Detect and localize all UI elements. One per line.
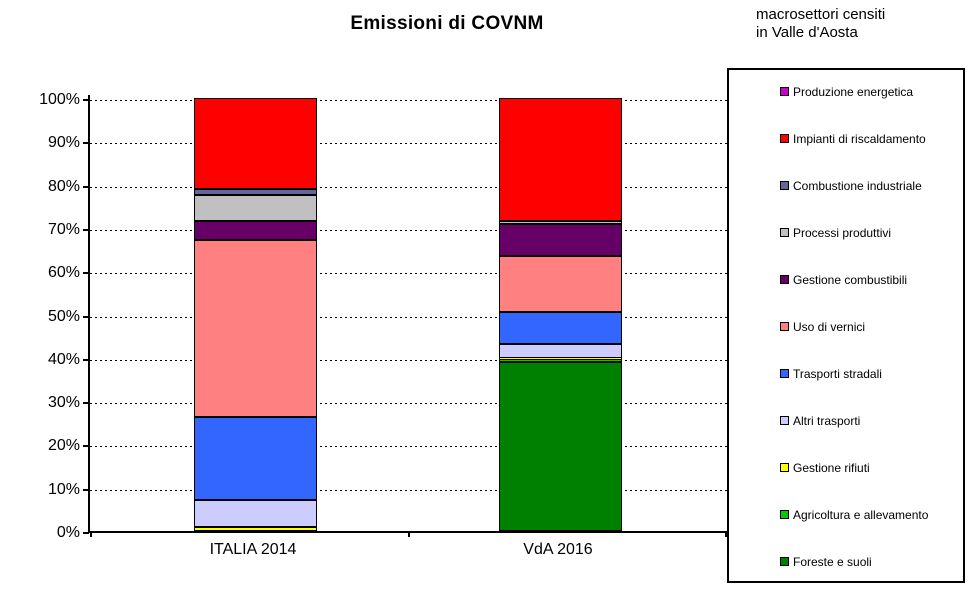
- legend-item-produzione-energetica: Produzione energetica: [780, 84, 959, 99]
- legend-item-foreste-e-suoli: Foreste e suoli: [780, 554, 959, 569]
- gridline-50pct: [90, 316, 727, 318]
- y-axis-label-20pct: 20%: [47, 437, 80, 455]
- legend-item-impianti-di-riscaldamento: Impianti di riscaldamento: [780, 131, 959, 146]
- plot-area: [83, 93, 727, 537]
- gridline-20pct: [90, 446, 727, 448]
- gridline-80pct: [90, 186, 727, 188]
- legend-swatch-agricoltura-e-allevamento: [780, 510, 789, 519]
- segment-uso-di-vernici: [499, 255, 622, 312]
- y-axis-tick-10pct: [83, 488, 89, 491]
- segment-foreste-e-suoli: [499, 362, 622, 531]
- y-axis-tick-30pct: [83, 402, 89, 405]
- segment-trasporti-stradali: [194, 417, 317, 500]
- gridline-90pct: [90, 143, 727, 145]
- y-axis-label-10pct: 10%: [47, 480, 80, 498]
- legend-swatch-impianti-di-riscaldamento: [780, 134, 789, 143]
- segment-gestione-combustibili: [194, 220, 317, 240]
- chart-title: Emissioni di COVNM: [350, 13, 544, 34]
- x-axis-tick-2: [725, 531, 727, 537]
- legend-label-trasporti-stradali: Trasporti stradali: [793, 366, 882, 381]
- legend-swatch-trasporti-stradali: [780, 369, 789, 378]
- y-axis-label-100pct: 100%: [39, 91, 80, 108]
- y-axis-tick-100pct: [83, 99, 89, 101]
- legend-swatch-uso-di-vernici: [780, 322, 789, 331]
- legend-label-gestione-combustibili: Gestione combustibili: [793, 272, 908, 287]
- legend-item-processi-produttivi: Processi produttivi: [780, 225, 959, 240]
- gridline-40pct: [90, 359, 727, 361]
- y-axis-label-50pct: 50%: [47, 307, 80, 325]
- y-axis-tick-50pct: [83, 315, 89, 318]
- segment-trasporti-stradali: [499, 311, 622, 345]
- legend-item-agricoltura-e-allevamento: Agricoltura e allevamento: [780, 507, 959, 522]
- y-axis-tick-90pct: [83, 142, 89, 145]
- segment-altri-trasporti: [499, 344, 622, 358]
- y-axis-tick-60pct: [83, 272, 89, 275]
- legend-swatch-foreste-e-suoli: [780, 557, 789, 566]
- legend-label-agricoltura-e-allevamento: Agricoltura e allevamento: [793, 507, 929, 522]
- y-axis-tick-70pct: [83, 228, 89, 231]
- legend-swatch-produzione-energetica: [780, 87, 789, 96]
- x-axis-tick-1: [408, 531, 410, 537]
- y-axis-label-30pct: 30%: [47, 394, 80, 412]
- segment-impianti-di-riscaldamento: [194, 98, 317, 189]
- legend-label-foreste-e-suoli: Foreste e suoli: [793, 554, 872, 569]
- y-axis-tick-20pct: [83, 445, 89, 448]
- y-axis-tick-0pct: [83, 532, 89, 534]
- segment-combustione-industriale: [194, 188, 317, 195]
- legend-note-line1: macrosettori censiti: [756, 6, 886, 23]
- legend-box: Produzione energetica Impianti di riscald…: [727, 68, 965, 583]
- legend-label-produzione-energetica: Produzione energetica: [793, 84, 914, 99]
- legend-label-processi-produttivi: Processi produttivi: [793, 225, 892, 240]
- legend-item-gestione-rifiuti: Gestione rifiuti: [780, 460, 959, 475]
- y-axis-label-60pct: 60%: [47, 264, 80, 282]
- segment-processi-produttivi: [194, 194, 317, 221]
- gridline-70pct: [90, 229, 727, 231]
- segment-altri-trasporti: [194, 499, 317, 527]
- y-axis-label-90pct: 90%: [47, 134, 80, 152]
- category-label-vda-2016: VdA 2016: [523, 541, 593, 558]
- legend-note: macrosettori censiti in Valle d'Aosta: [756, 6, 885, 42]
- legend-label-uso-di-vernici: Uso di vernici: [793, 319, 866, 334]
- legend-item-trasporti-stradali: Trasporti stradali: [780, 366, 959, 381]
- legend-item-uso-di-vernici: Uso di vernici: [780, 319, 959, 334]
- y-axis-label-0pct: 0%: [56, 524, 80, 541]
- y-axis-tick-40pct: [83, 358, 89, 361]
- legend-label-combustione-industriale: Combustione industriale: [793, 178, 922, 193]
- y-axis-label-40pct: 40%: [47, 350, 80, 368]
- segment-uso-di-vernici: [194, 239, 317, 418]
- y-axis-tick-80pct: [83, 185, 89, 188]
- legend-label-gestione-rifiuti: Gestione rifiuti: [793, 460, 870, 475]
- legend-swatch-combustione-industriale: [780, 181, 789, 190]
- legend-swatch-gestione-rifiuti: [780, 463, 789, 472]
- legend-label-altri-trasporti: Altri trasporti: [793, 413, 861, 428]
- segment-gestione-rifiuti: [194, 526, 317, 531]
- gridline-30pct: [90, 403, 727, 405]
- legend-swatch-processi-produttivi: [780, 228, 789, 237]
- x-axis-tick-0: [90, 531, 92, 537]
- y-axis-label-70pct: 70%: [47, 220, 80, 238]
- legend-item-combustione-industriale: Combustione industriale: [780, 178, 959, 193]
- legend-label-impianti-di-riscaldamento: Impianti di riscaldamento: [793, 131, 926, 146]
- legend-item-gestione-combustibili: Gestione combustibili: [780, 272, 959, 287]
- y-axis-label-80pct: 80%: [47, 177, 80, 195]
- gridline-100pct: [90, 100, 727, 101]
- category-label-italia-2014: ITALIA 2014: [209, 541, 297, 558]
- gridline-60pct: [90, 273, 727, 275]
- legend-swatch-gestione-combustibili: [780, 275, 789, 284]
- segment-impianti-di-riscaldamento: [499, 98, 622, 222]
- stacked-bar-vda-2016: [499, 93, 622, 531]
- legend-item-altri-trasporti: Altri trasporti: [780, 413, 959, 428]
- legend-note-line2: in Valle d'Aosta: [756, 24, 858, 41]
- stacked-bar-italia-2014: [194, 93, 317, 531]
- legend-swatch-altri-trasporti: [780, 416, 789, 425]
- segment-gestione-combustibili: [499, 223, 622, 256]
- gridline-10pct: [90, 489, 727, 491]
